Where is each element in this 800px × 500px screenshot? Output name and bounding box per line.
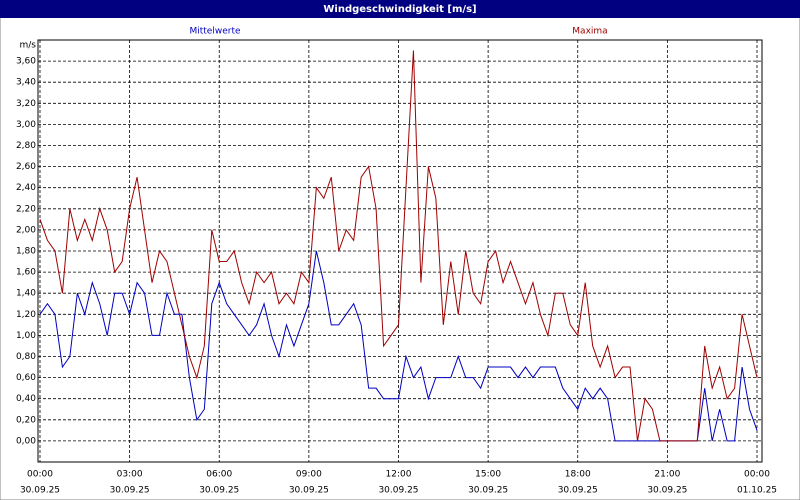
y-tick-label: 2,00 <box>16 225 36 235</box>
x-tick-date: 30.09.25 <box>468 486 508 496</box>
x-tick-date: 30.09.25 <box>110 486 150 496</box>
x-tick-date: 01.10.25 <box>737 486 777 496</box>
legend-label: Maxima <box>572 27 607 37</box>
y-tick-label: 3,40 <box>16 78 36 88</box>
x-tick-label: 15:00 <box>475 470 501 480</box>
y-tick-label: 1,60 <box>16 268 36 278</box>
x-tick-label: 09:00 <box>296 470 322 480</box>
x-tick-label: 06:00 <box>206 470 232 480</box>
series-line <box>39 50 758 442</box>
x-tick-label: 12:00 <box>386 470 412 480</box>
y-tick-label: 2,40 <box>16 183 36 193</box>
x-tick-label: 03:00 <box>117 470 143 480</box>
y-tick-label: 1,20 <box>16 310 36 320</box>
y-axis-unit: m/s <box>20 41 37 51</box>
x-tick-label: 00:00 <box>744 470 770 480</box>
legend-label: Mittelwerte <box>189 27 240 37</box>
x-tick-date: 30.09.25 <box>199 486 239 496</box>
y-tick-label: 1,00 <box>16 331 36 341</box>
y-tick-label: 0,00 <box>16 436 36 446</box>
x-tick-date: 30.09.25 <box>289 486 329 496</box>
y-tick-label: 2,20 <box>16 204 36 214</box>
x-tick-date: 30.09.25 <box>20 486 60 496</box>
x-tick-date: 30.09.25 <box>378 486 418 496</box>
x-tick-label: 00:00 <box>27 470 53 480</box>
y-tick-label: 3,60 <box>16 57 36 67</box>
title-bar <box>0 0 800 18</box>
y-tick-label: 1,80 <box>16 247 36 257</box>
y-tick-label: 1,40 <box>16 289 36 299</box>
x-tick-date: 30.09.25 <box>558 486 598 496</box>
chart-title: Windgeschwindigkeit [m/s] <box>323 4 476 15</box>
x-tick-date: 30.09.25 <box>647 486 687 496</box>
y-tick-label: 2,80 <box>16 141 36 151</box>
x-tick-label: 18:00 <box>565 470 591 480</box>
y-tick-label: 0,40 <box>16 394 36 404</box>
y-tick-label: 2,60 <box>16 162 36 172</box>
y-tick-label: 0,20 <box>16 415 36 425</box>
y-tick-label: 0,80 <box>16 352 36 362</box>
y-tick-label: 0,60 <box>16 373 36 383</box>
y-tick-label: 3,00 <box>16 120 36 130</box>
y-tick-label: 3,20 <box>16 99 36 109</box>
x-tick-label: 21:00 <box>654 470 680 480</box>
